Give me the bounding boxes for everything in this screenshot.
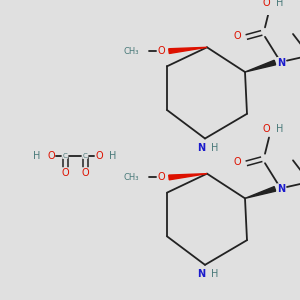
Text: C: C	[63, 153, 68, 159]
Polygon shape	[169, 47, 207, 53]
Text: H: H	[211, 269, 219, 279]
Text: N: N	[277, 184, 285, 194]
Text: H: H	[33, 151, 41, 160]
Text: O: O	[157, 172, 165, 182]
Text: H: H	[109, 151, 117, 160]
Text: CH₃: CH₃	[124, 173, 139, 182]
Text: O: O	[47, 151, 55, 160]
Text: C: C	[82, 153, 87, 159]
Text: CH₃: CH₃	[124, 46, 139, 56]
Polygon shape	[245, 60, 276, 72]
Text: O: O	[262, 0, 270, 8]
Text: O: O	[233, 31, 241, 41]
Text: O: O	[157, 46, 165, 56]
Text: O: O	[233, 157, 241, 167]
Text: O: O	[61, 168, 69, 178]
Text: O: O	[81, 168, 89, 178]
Text: O: O	[262, 124, 270, 134]
Text: H: H	[211, 143, 219, 153]
Text: H: H	[276, 124, 284, 134]
Polygon shape	[169, 174, 207, 180]
Text: H: H	[276, 0, 284, 8]
Text: N: N	[277, 58, 285, 68]
Text: N: N	[197, 269, 205, 279]
Polygon shape	[245, 187, 276, 198]
Text: N: N	[197, 143, 205, 153]
Text: O: O	[95, 151, 103, 160]
